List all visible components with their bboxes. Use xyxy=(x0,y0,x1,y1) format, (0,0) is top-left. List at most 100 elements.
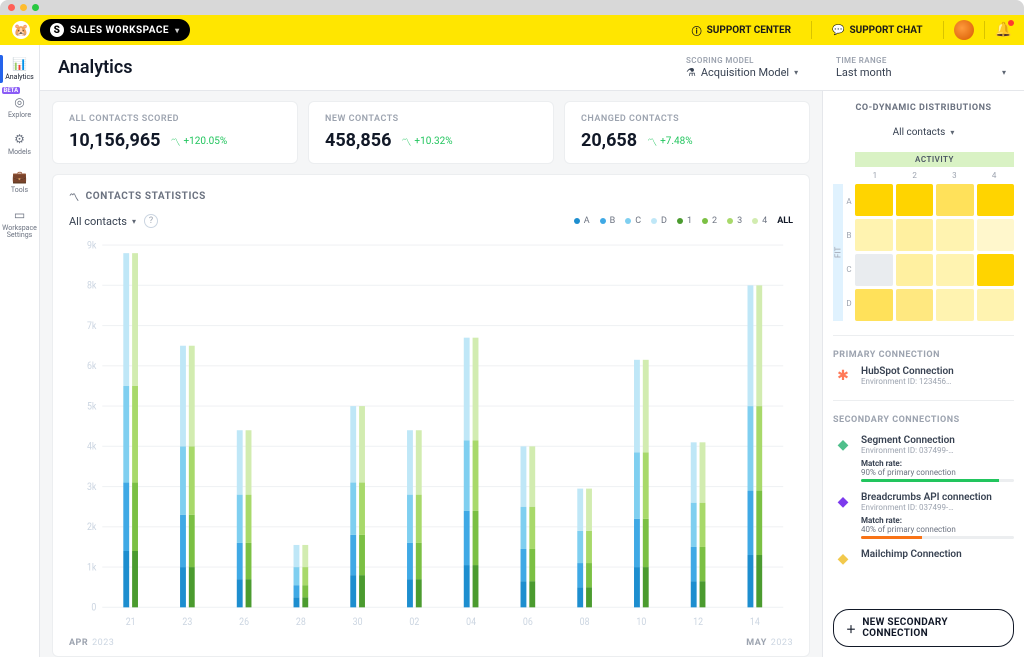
nav-icon: 📊 xyxy=(12,56,28,72)
connection-env: Environment ID: 037499-… xyxy=(861,446,1014,455)
svg-text:2k: 2k xyxy=(87,522,97,534)
help-icon[interactable]: ? xyxy=(144,214,158,228)
heatmap-cell[interactable] xyxy=(936,184,974,216)
heatmap-cell[interactable] xyxy=(936,289,974,321)
legend-item[interactable]: B xyxy=(600,216,616,226)
chart-area: 01k2k3k4k5k6k7k8k9k212326283002040608101… xyxy=(69,234,793,634)
chevron-down-icon: ▾ xyxy=(175,26,180,35)
svg-text:5k: 5k xyxy=(87,401,97,413)
heatmap-cell[interactable] xyxy=(977,184,1015,216)
heatmap-cell[interactable] xyxy=(896,289,934,321)
connection-name: Segment Connection xyxy=(861,435,1014,446)
heatmap-cell[interactable] xyxy=(977,254,1015,286)
kpi-value: 10,156,965 xyxy=(69,130,160,151)
chevron-down-icon: ▾ xyxy=(1002,68,1006,77)
legend-item[interactable]: 4 xyxy=(752,216,767,226)
nav-item-tools[interactable]: 💼Tools xyxy=(0,164,40,200)
svg-text:0: 0 xyxy=(91,602,96,614)
match-rate-label: Match rate: xyxy=(861,516,1014,525)
kpi-delta: 〽+7.48% xyxy=(647,134,693,149)
scoring-model-select[interactable]: SCORING MODEL ⚗Acquisition Model▾ xyxy=(686,56,816,79)
secondary-connection[interactable]: ◆ Mailchimp Connection xyxy=(833,549,1014,569)
heatmap-cell[interactable] xyxy=(936,219,974,251)
svg-text:3k: 3k xyxy=(87,481,97,493)
chart-title: 〽 CONTACTS STATISTICS xyxy=(69,189,793,204)
heatmap-row-label: D xyxy=(843,287,855,321)
heatmap-cell[interactable] xyxy=(896,254,934,286)
support-center-label: SUPPORT CENTER xyxy=(707,25,791,36)
connection-name: Breadcrumbs API connection xyxy=(861,492,1014,503)
svg-text:06: 06 xyxy=(523,617,533,629)
heatmap-cell[interactable] xyxy=(855,254,893,286)
legend-dot-icon xyxy=(702,218,708,224)
nav-label: Workspace Settings xyxy=(0,225,40,240)
svg-text:26: 26 xyxy=(239,617,249,629)
kpi-value: 458,856 xyxy=(325,130,391,151)
legend-dot-icon xyxy=(752,218,758,224)
help-icon: ⓘ xyxy=(692,23,702,38)
heatmap-row-label: A xyxy=(843,184,855,218)
time-range-select[interactable]: TIME RANGE Last month▾ xyxy=(836,56,1006,79)
connection-icon: ◆ xyxy=(833,549,853,569)
kpi-label: ALL CONTACTS SCORED xyxy=(69,114,281,124)
heatmap-cell[interactable] xyxy=(977,289,1015,321)
heatmap-cell[interactable] xyxy=(855,289,893,321)
heatmap-col-label: 2 xyxy=(895,167,935,184)
scoring-model-label: SCORING MODEL xyxy=(686,56,816,65)
plus-icon: ＋ xyxy=(846,621,856,636)
secondary-connection[interactable]: ◆ Breadcrumbs API connection Environment… xyxy=(833,492,1014,539)
match-rate-value: 90% of primary connection xyxy=(861,468,1014,477)
svg-text:9k: 9k xyxy=(87,240,97,252)
support-chat-label: SUPPORT CHAT xyxy=(849,25,922,36)
legend-dot-icon xyxy=(727,218,733,224)
kpi-label: CHANGED CONTACTS xyxy=(581,114,793,124)
nav-label: Explore xyxy=(8,112,31,120)
support-center-button[interactable]: ⓘ SUPPORT CENTER xyxy=(682,15,801,45)
secondary-connection[interactable]: ◆ Segment Connection Environment ID: 037… xyxy=(833,435,1014,482)
legend-item[interactable]: D xyxy=(651,216,667,226)
workspace-selector[interactable]: S SALES WORKSPACE ▾ xyxy=(40,19,190,41)
heatmap-cell[interactable] xyxy=(977,219,1015,251)
user-avatar[interactable] xyxy=(954,20,974,40)
svg-text:21: 21 xyxy=(126,617,136,629)
match-rate-bar xyxy=(861,536,1014,539)
workspace-name: SALES WORKSPACE xyxy=(70,25,169,36)
flask-icon: ⚗ xyxy=(686,66,696,79)
svg-text:04: 04 xyxy=(466,617,477,629)
nav-item-analytics[interactable]: 📊Analytics xyxy=(0,51,40,87)
distributions-filter-select[interactable]: All contacts▾ xyxy=(833,127,1014,138)
month-end: MAY2023 xyxy=(746,638,793,648)
legend-item[interactable]: 2 xyxy=(702,216,717,226)
svg-text:14: 14 xyxy=(750,617,761,629)
legend-item[interactable]: 3 xyxy=(727,216,742,226)
heatmap-cell[interactable] xyxy=(896,219,934,251)
hubspot-icon: ✱ xyxy=(833,366,853,386)
nav-item-explore[interactable]: BETA◎Explore xyxy=(0,89,40,125)
traffic-light xyxy=(20,4,27,11)
legend-all[interactable]: ALL xyxy=(777,216,793,226)
notifications-button[interactable]: 🔔 xyxy=(995,22,1012,38)
svg-text:7k: 7k xyxy=(87,320,97,332)
nav-icon: ▭ xyxy=(12,207,28,223)
heatmap-cell[interactable] xyxy=(896,184,934,216)
nav-item-workspace-settings[interactable]: ▭ Workspace Settings xyxy=(0,202,40,245)
nav-item-models[interactable]: ⚙Models xyxy=(0,126,40,162)
legend-item[interactable]: 1 xyxy=(677,216,692,226)
app-logo-icon: 🐹 xyxy=(12,21,30,39)
legend-item[interactable]: A xyxy=(574,216,590,226)
primary-connection[interactable]: ✱ HubSpot Connection Environment ID: 123… xyxy=(833,366,1014,386)
heatmap-cell[interactable] xyxy=(936,254,974,286)
heatmap-cell[interactable] xyxy=(855,219,893,251)
kpi-delta: 〽+120.05% xyxy=(170,134,227,149)
traffic-light xyxy=(8,4,15,11)
legend-item[interactable]: C xyxy=(625,216,641,226)
new-secondary-connection-button[interactable]: ＋ NEW SECONDARY CONNECTION xyxy=(833,609,1014,647)
support-chat-button[interactable]: 💬 SUPPORT CHAT xyxy=(822,15,933,45)
scoring-model-value: Acquisition Model xyxy=(701,66,789,79)
heatmap-fit-label: FIT xyxy=(833,184,843,321)
chart-filter-select[interactable]: All contacts ▾ xyxy=(69,215,136,228)
legend-dot-icon xyxy=(625,218,631,224)
heatmap-cell[interactable] xyxy=(855,184,893,216)
primary-connection-name: HubSpot Connection xyxy=(861,366,1014,377)
kpi-card: ALL CONTACTS SCORED 10,156,965 〽+120.05% xyxy=(52,101,298,164)
